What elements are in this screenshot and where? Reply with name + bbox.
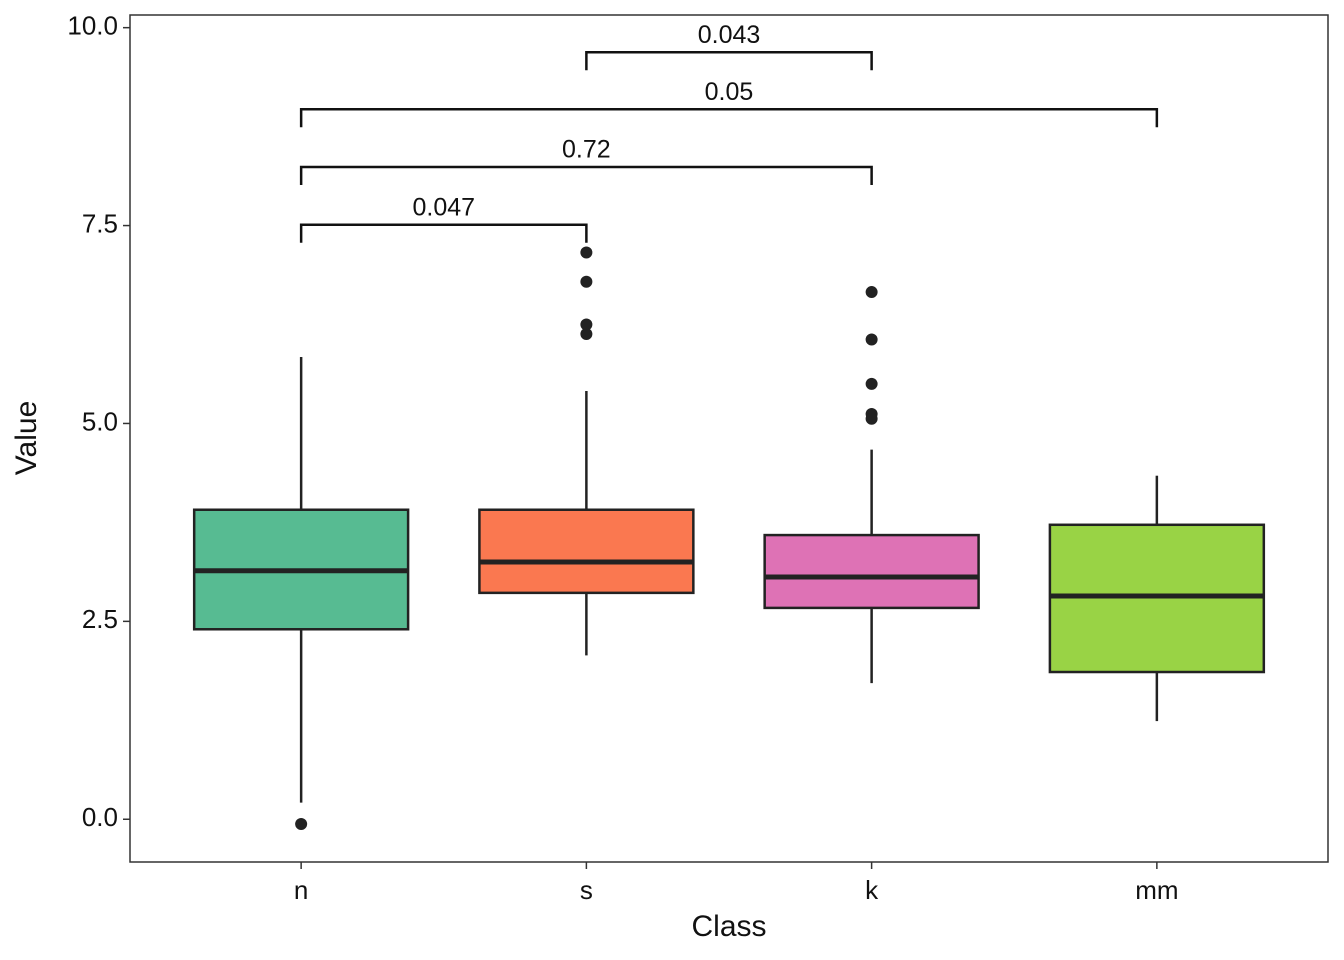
- x-tick-label: n: [294, 875, 308, 905]
- x-tick-label: s: [580, 875, 593, 905]
- box: [763, 533, 980, 610]
- significance-bracket: [299, 107, 1159, 128]
- p-value-label: 0.043: [698, 21, 761, 49]
- significance-bracket: [585, 50, 873, 71]
- p-value-label: 0.05: [705, 78, 754, 106]
- outlier: [580, 328, 593, 341]
- outlier: [865, 286, 878, 299]
- outlier: [295, 818, 308, 831]
- p-value-label: 0.72: [562, 136, 611, 164]
- y-tick-label: 5.0: [82, 406, 118, 436]
- outlier: [580, 275, 593, 288]
- outlier: [580, 318, 593, 331]
- significance-bracket: [299, 165, 873, 185]
- x-axis-title: Class: [691, 910, 766, 943]
- y-tick-label: 7.5: [82, 208, 118, 238]
- y-tick-label: 2.5: [82, 604, 118, 634]
- p-value-label: 0.047: [412, 193, 475, 221]
- box: [478, 508, 695, 595]
- plot-frame: [129, 14, 1329, 863]
- y-axis-title: Value: [10, 401, 43, 476]
- outlier: [865, 377, 878, 390]
- outlier: [865, 412, 878, 425]
- y-tick-label: 10.0: [67, 11, 118, 41]
- outlier: [865, 333, 878, 346]
- x-tick-label: mm: [1135, 875, 1178, 905]
- outlier: [580, 246, 593, 259]
- x-tick-label: k: [865, 875, 879, 905]
- y-tick-label: 0.0: [82, 802, 118, 832]
- significance-bracket: [299, 223, 588, 243]
